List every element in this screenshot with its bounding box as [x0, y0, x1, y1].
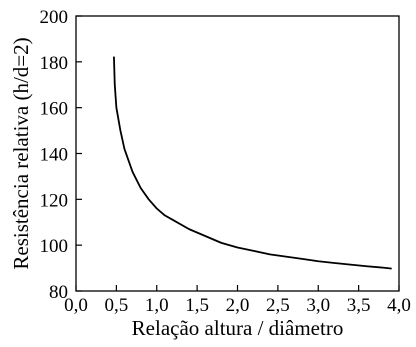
- series-line: [113, 56, 392, 270]
- x-axis-label: Relação altura / diâmetro: [132, 316, 344, 340]
- y-tick-label: 160: [40, 99, 69, 120]
- series: [113, 56, 392, 270]
- x-tick-label: 4,0: [387, 295, 411, 316]
- x-tick-label: 0,0: [64, 295, 88, 316]
- x-tick-label: 2,0: [226, 295, 250, 316]
- x-tick-label: 3,0: [306, 295, 330, 316]
- y-tick-label: 140: [40, 145, 69, 166]
- y-tick-label: 200: [40, 7, 69, 28]
- x-tick-label: 1,0: [145, 295, 169, 316]
- tick-labels: 0,0 0,5 1,0 1,5 2,0 2,5 3,0 3,5 4,0 80 100 120 140 16…: [40, 7, 411, 316]
- plot-frame: [75, 15, 400, 292]
- y-axis-label: Resistência relativa (h/d=2): [9, 37, 33, 269]
- x-tick-label: 0,5: [105, 295, 129, 316]
- x-tick-label: 2,5: [266, 295, 290, 316]
- y-tick-label: 80: [49, 282, 68, 303]
- x-tick-label: 3,5: [347, 295, 371, 316]
- y-tick-label: 100: [40, 236, 69, 257]
- x-tick-label: 1,5: [185, 295, 209, 316]
- plot-border: [75, 15, 400, 292]
- y-tick-label: 120: [40, 190, 69, 211]
- y-tick-label: 180: [40, 53, 69, 74]
- ticks: [75, 15, 400, 292]
